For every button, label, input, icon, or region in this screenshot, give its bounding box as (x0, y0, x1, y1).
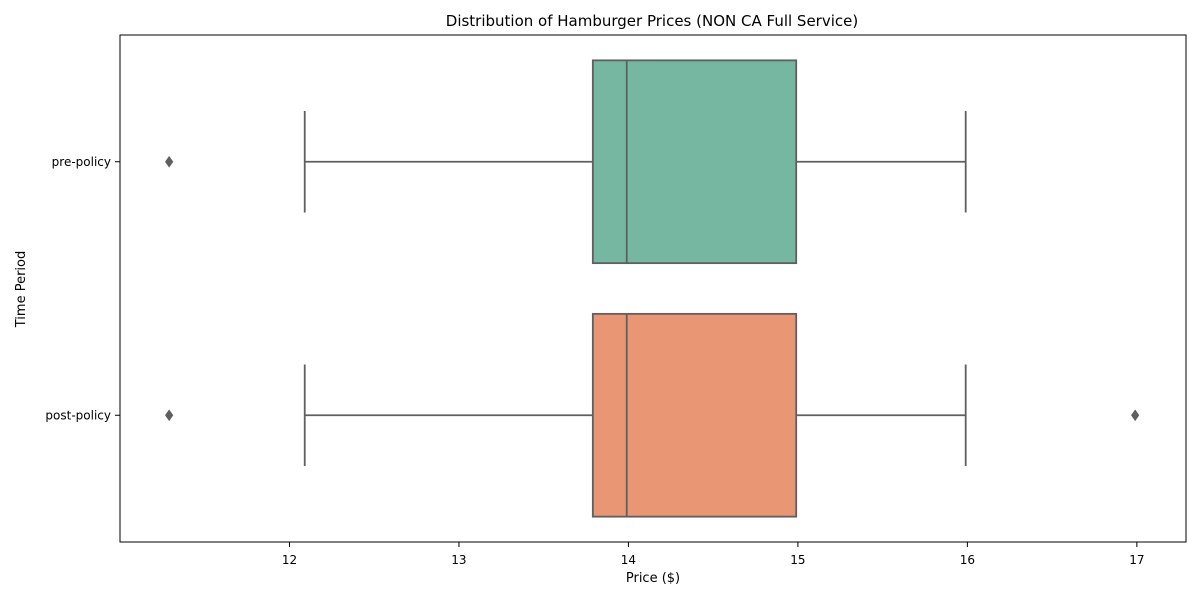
y-axis-label: Time Period (14, 251, 29, 328)
y-tick-label: post-policy (45, 408, 111, 422)
iqr-box (591, 59, 798, 265)
plot-frame (119, 34, 1187, 543)
x-tick-label: 15 (790, 553, 805, 567)
plot-area (165, 59, 1140, 518)
x-tick-label: 12 (282, 553, 297, 567)
chart-title: Distribution of Hamburger Prices (NON CA… (446, 12, 858, 30)
x-tick-label: 13 (451, 553, 466, 567)
box-pre-policy (165, 59, 967, 265)
x-tick-label: 14 (621, 553, 636, 567)
outlier-point (165, 409, 174, 422)
outlier-point (1131, 409, 1140, 422)
outlier-point (165, 155, 174, 168)
x-axis-label: Price ($) (626, 571, 680, 586)
box-post-policy (165, 312, 1140, 518)
y-tick-label: pre-policy (52, 155, 111, 169)
iqr-box (591, 312, 798, 518)
x-tick-label: 16 (960, 553, 975, 567)
x-tick-label: 17 (1129, 553, 1144, 567)
